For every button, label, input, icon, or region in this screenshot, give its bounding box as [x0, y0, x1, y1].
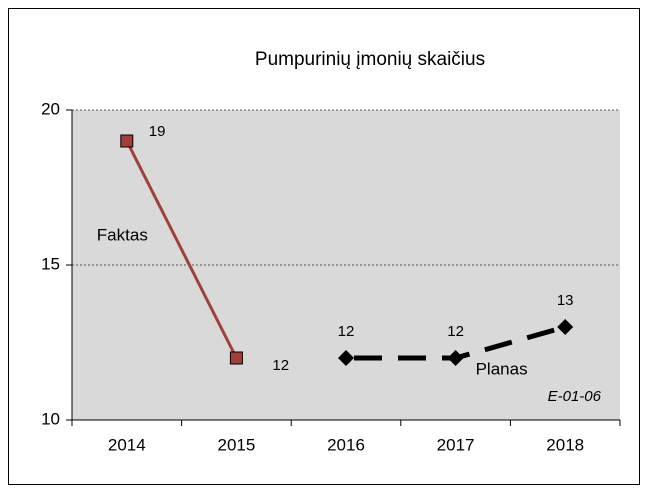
chart-title: Pumpurinių įmonių skaičius: [255, 49, 485, 70]
annotation: E-01-06: [548, 388, 602, 405]
series-label: Faktas: [97, 225, 148, 244]
marker: [557, 319, 574, 335]
x-tick-label: 2018: [546, 435, 584, 454]
series-label: Planas: [476, 359, 528, 378]
data-label: 12: [338, 323, 355, 340]
y-tick-label: 10: [41, 409, 60, 428]
data-label: 19: [149, 123, 166, 140]
marker: [447, 350, 464, 366]
marker: [120, 134, 134, 148]
data-label: 12: [447, 323, 464, 340]
x-tick-label: 2015: [217, 435, 255, 454]
marker: [338, 350, 354, 366]
x-tick-label: 2017: [437, 435, 475, 454]
y-tick-label: 15: [41, 254, 60, 273]
data-label: 12: [272, 357, 289, 374]
data-label: 13: [557, 292, 574, 309]
x-tick-label: 2014: [108, 435, 146, 454]
x-tick-label: 2016: [327, 435, 365, 454]
y-tick-label: 20: [41, 99, 60, 118]
marker: [229, 351, 243, 365]
series-line: [125, 140, 238, 359]
